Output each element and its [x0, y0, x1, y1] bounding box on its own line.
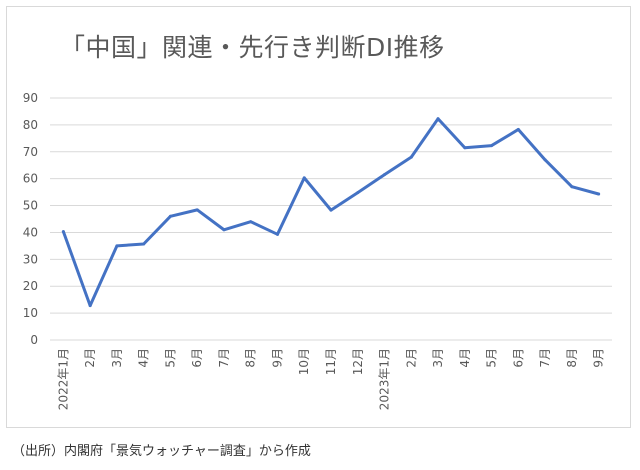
data-point: [195, 208, 199, 212]
x-tick-label: 2023年1月: [378, 348, 392, 410]
data-point: [168, 214, 172, 218]
x-tick-label: 2月: [83, 348, 97, 368]
y-tick-label: 80: [23, 118, 38, 132]
data-point: [275, 232, 279, 236]
data-point: [302, 176, 306, 180]
data-point: [329, 208, 333, 212]
data-point: [222, 228, 226, 232]
x-tick-label: 2月: [404, 348, 418, 368]
data-point: [597, 192, 601, 196]
y-tick-label: 20: [23, 279, 38, 293]
y-tick-label: 90: [23, 91, 38, 105]
x-tick-label: 3月: [431, 348, 445, 368]
data-point: [409, 155, 413, 159]
data-point: [490, 144, 494, 148]
x-tick-label: 5月: [163, 348, 177, 368]
data-point: [142, 242, 146, 246]
chart-title: 「中国」関連・先行き判断DI推移: [60, 33, 445, 62]
data-point: [516, 127, 520, 131]
data-point: [383, 173, 387, 177]
x-tick-label: 9月: [592, 348, 606, 368]
data-point: [61, 230, 65, 234]
y-tick-label: 40: [23, 225, 38, 239]
x-tick-label: 4月: [137, 348, 151, 368]
data-point: [570, 185, 574, 189]
data-point: [249, 220, 253, 224]
x-tick-label: 7月: [217, 348, 231, 368]
y-tick-label: 0: [30, 333, 38, 347]
data-point: [463, 146, 467, 150]
y-tick-label: 10: [23, 306, 38, 320]
x-tick-label: 9月: [270, 348, 284, 368]
source-note: （出所）内閣府「景気ウォッチャー調査」から作成: [12, 444, 311, 459]
x-tick-label: 4月: [458, 348, 472, 368]
data-point: [436, 117, 440, 121]
x-tick-label: 5月: [485, 348, 499, 368]
x-tick-label: 6月: [190, 348, 204, 368]
x-tick-label: 12月: [351, 348, 365, 375]
x-tick-label: 8月: [565, 348, 579, 368]
y-tick-label: 30: [23, 252, 38, 266]
x-tick-label: 3月: [110, 348, 124, 368]
y-tick-label: 50: [23, 199, 38, 213]
x-tick-label: 7月: [538, 348, 552, 368]
x-tick-label: 6月: [511, 348, 525, 368]
y-tick-label: 70: [23, 145, 38, 159]
data-point: [356, 191, 360, 195]
x-tick-label: 2022年1月: [56, 348, 70, 410]
data-point: [115, 244, 119, 248]
y-tick-label: 60: [23, 172, 38, 186]
x-tick-label: 11月: [324, 348, 338, 375]
data-point: [543, 158, 547, 162]
data-point: [88, 304, 92, 308]
x-tick-label: 10月: [297, 348, 311, 375]
series-line: [61, 117, 601, 308]
x-tick-label: 8月: [244, 348, 258, 368]
chart-frame: [6, 6, 631, 428]
